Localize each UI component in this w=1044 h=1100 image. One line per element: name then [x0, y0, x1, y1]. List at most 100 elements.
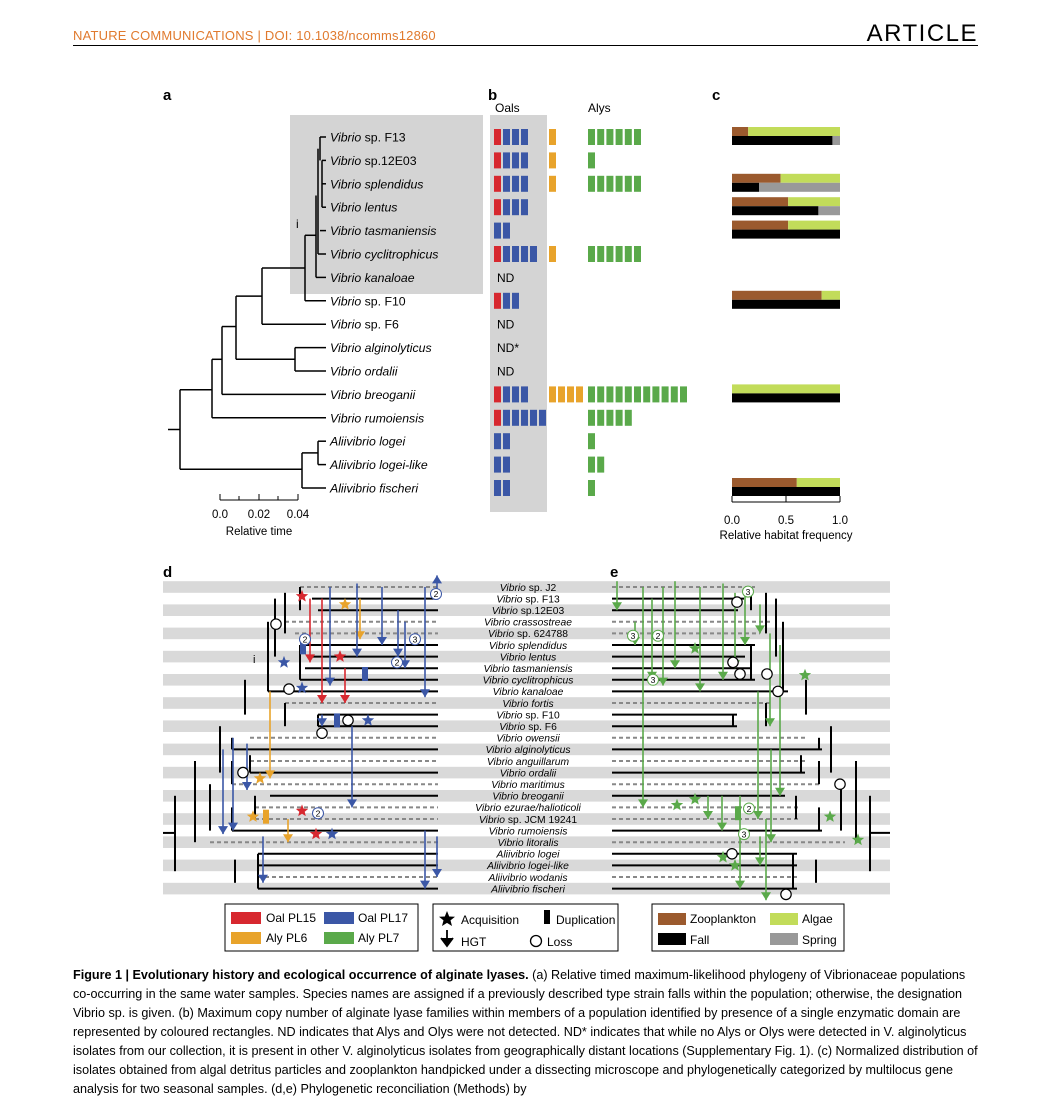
species-label: Aliivibrio logei-like — [329, 458, 428, 472]
hgt-arrowhead — [670, 660, 680, 669]
node-count: 3 — [413, 634, 418, 644]
oal-pl17-copy — [503, 480, 510, 496]
oal-pl17-copy — [512, 246, 519, 262]
fall-bar — [732, 393, 840, 403]
aly-pl7-copy — [615, 175, 623, 192]
oal-pl17-copy — [503, 292, 510, 309]
node-count: 2 — [395, 658, 400, 668]
hgt-arrowhead — [242, 782, 252, 790]
acquisition-star — [716, 850, 730, 863]
hgt-arrowhead — [340, 695, 350, 703]
aly-pl7-copy — [606, 386, 614, 403]
hgt-arrowhead — [228, 822, 238, 831]
hgt-arrowhead — [765, 718, 775, 727]
oal-pl17-copy — [530, 409, 537, 426]
legend-swatch-aly-pl6 — [231, 932, 261, 944]
caption-text: (a) Relative timed maximum-likelihood ph… — [73, 968, 978, 1096]
legend-label-zooplankton: Zooplankton — [690, 912, 756, 926]
legend-swatch-aly-pl7 — [324, 932, 354, 944]
legend-events: Acquisition Duplication HGT Loss — [432, 903, 619, 952]
acquisition-star — [295, 804, 309, 817]
species-label-de: Vibrio rumoiensis — [489, 826, 568, 837]
hgt-arrowhead — [258, 874, 268, 883]
species-label: Vibrio sp. F6 — [330, 318, 399, 332]
species-label: Vibrio rumoiensis — [330, 411, 424, 425]
aly-pl7-copy — [606, 246, 614, 262]
nd-label: ND* — [497, 341, 519, 355]
species-label: Aliivibrio logei — [329, 435, 406, 449]
acquisition-star — [361, 713, 375, 726]
aly-pl7-copy — [624, 129, 632, 145]
fall-bar — [732, 182, 759, 192]
fall-bar — [732, 206, 819, 216]
species-label: Vibrio cyclitrophicus — [330, 248, 438, 262]
hgt-arrowhead — [347, 799, 357, 808]
species-label: Vibrio breoganii — [330, 388, 416, 402]
hgt-arrowhead — [317, 695, 327, 703]
oal-pl17-copy — [494, 480, 501, 496]
oal-pl17-copy — [512, 199, 519, 216]
oal-pl17-copy — [521, 152, 528, 169]
species-label-de: Vibrio sp. 624788 — [488, 629, 568, 640]
species-label: Vibrio alginolyticus — [330, 341, 432, 355]
clade-i-label: i — [296, 217, 299, 231]
oal-pl15-copy — [494, 246, 501, 262]
habitat-bars — [732, 127, 840, 496]
oal-pl15-copy — [494, 152, 501, 169]
aly-pl7-copy — [588, 433, 595, 450]
oal-pl17-copy — [494, 222, 501, 239]
aly-pl7-copy — [597, 129, 605, 145]
loss-circle — [734, 668, 746, 680]
legend-swatch-oal-pl17 — [324, 912, 354, 924]
hgt-arrowhead — [352, 648, 362, 657]
aly-pl7-copy — [606, 409, 614, 426]
loss-circle — [834, 778, 846, 790]
fall-bar — [732, 229, 840, 239]
species-label-de: Vibrio sp. JCM 19241 — [479, 815, 578, 826]
habitat-axis-label: Relative habitat frequency — [720, 530, 853, 542]
node-count-circle — [743, 802, 755, 815]
loss-circle — [727, 656, 739, 669]
copy-number-grid: ND ND ND* ND — [494, 129, 687, 496]
aly-pl7-copy — [661, 386, 669, 403]
hgt-arrowhead — [775, 787, 785, 796]
legend-swatch-zooplankton — [658, 913, 686, 925]
species-label-de: Vibrio kanaloae — [493, 687, 564, 698]
node-count-circle — [652, 629, 664, 642]
aly-pl7-copy — [597, 386, 605, 403]
time-tick-1: 0.02 — [248, 509, 270, 521]
spring-bar — [818, 206, 840, 216]
row-stripe — [163, 743, 890, 756]
hgt-arrowhead — [761, 892, 771, 901]
oal-pl17-copy — [530, 246, 537, 262]
species-label-de: Vibrio lentus — [500, 652, 556, 663]
oal-pl17-copy — [503, 222, 510, 239]
hgt-arrowhead — [755, 625, 765, 634]
node-count: 2 — [303, 634, 308, 644]
row-stripe — [163, 859, 890, 872]
legend-hgt-arrow-icon — [440, 930, 454, 948]
hgt-arrowhead — [735, 880, 745, 889]
legend-swatch-oal-pl15 — [231, 912, 261, 924]
species-label-de: Vibrio sp.12E03 — [492, 606, 565, 617]
node-count: 3 — [631, 631, 636, 641]
time-tick-0: 0.0 — [212, 509, 228, 521]
zooplankton-bar — [732, 173, 781, 183]
row-stripe — [163, 581, 890, 593]
oal-pl17-copy — [503, 152, 510, 169]
oal-pl17-copy — [494, 433, 501, 450]
aly-pl7-copy — [597, 456, 605, 473]
algae-bar — [788, 220, 840, 230]
nd-label: ND — [497, 365, 515, 379]
row-stripe — [163, 720, 890, 732]
hgt-arrowhead — [740, 637, 750, 645]
legend-label-aly-pl7: Aly PL7 — [358, 931, 400, 945]
species-label-de: Vibrio fortis — [502, 699, 553, 710]
aly-pl7-copy — [588, 246, 595, 262]
panel-label-d: d — [163, 564, 172, 581]
species-label-de: Vibrio sp. F10 — [496, 710, 560, 721]
node-count-circle — [430, 587, 442, 600]
hgt-arrowhead — [753, 811, 763, 819]
node-count-circle — [627, 629, 639, 642]
